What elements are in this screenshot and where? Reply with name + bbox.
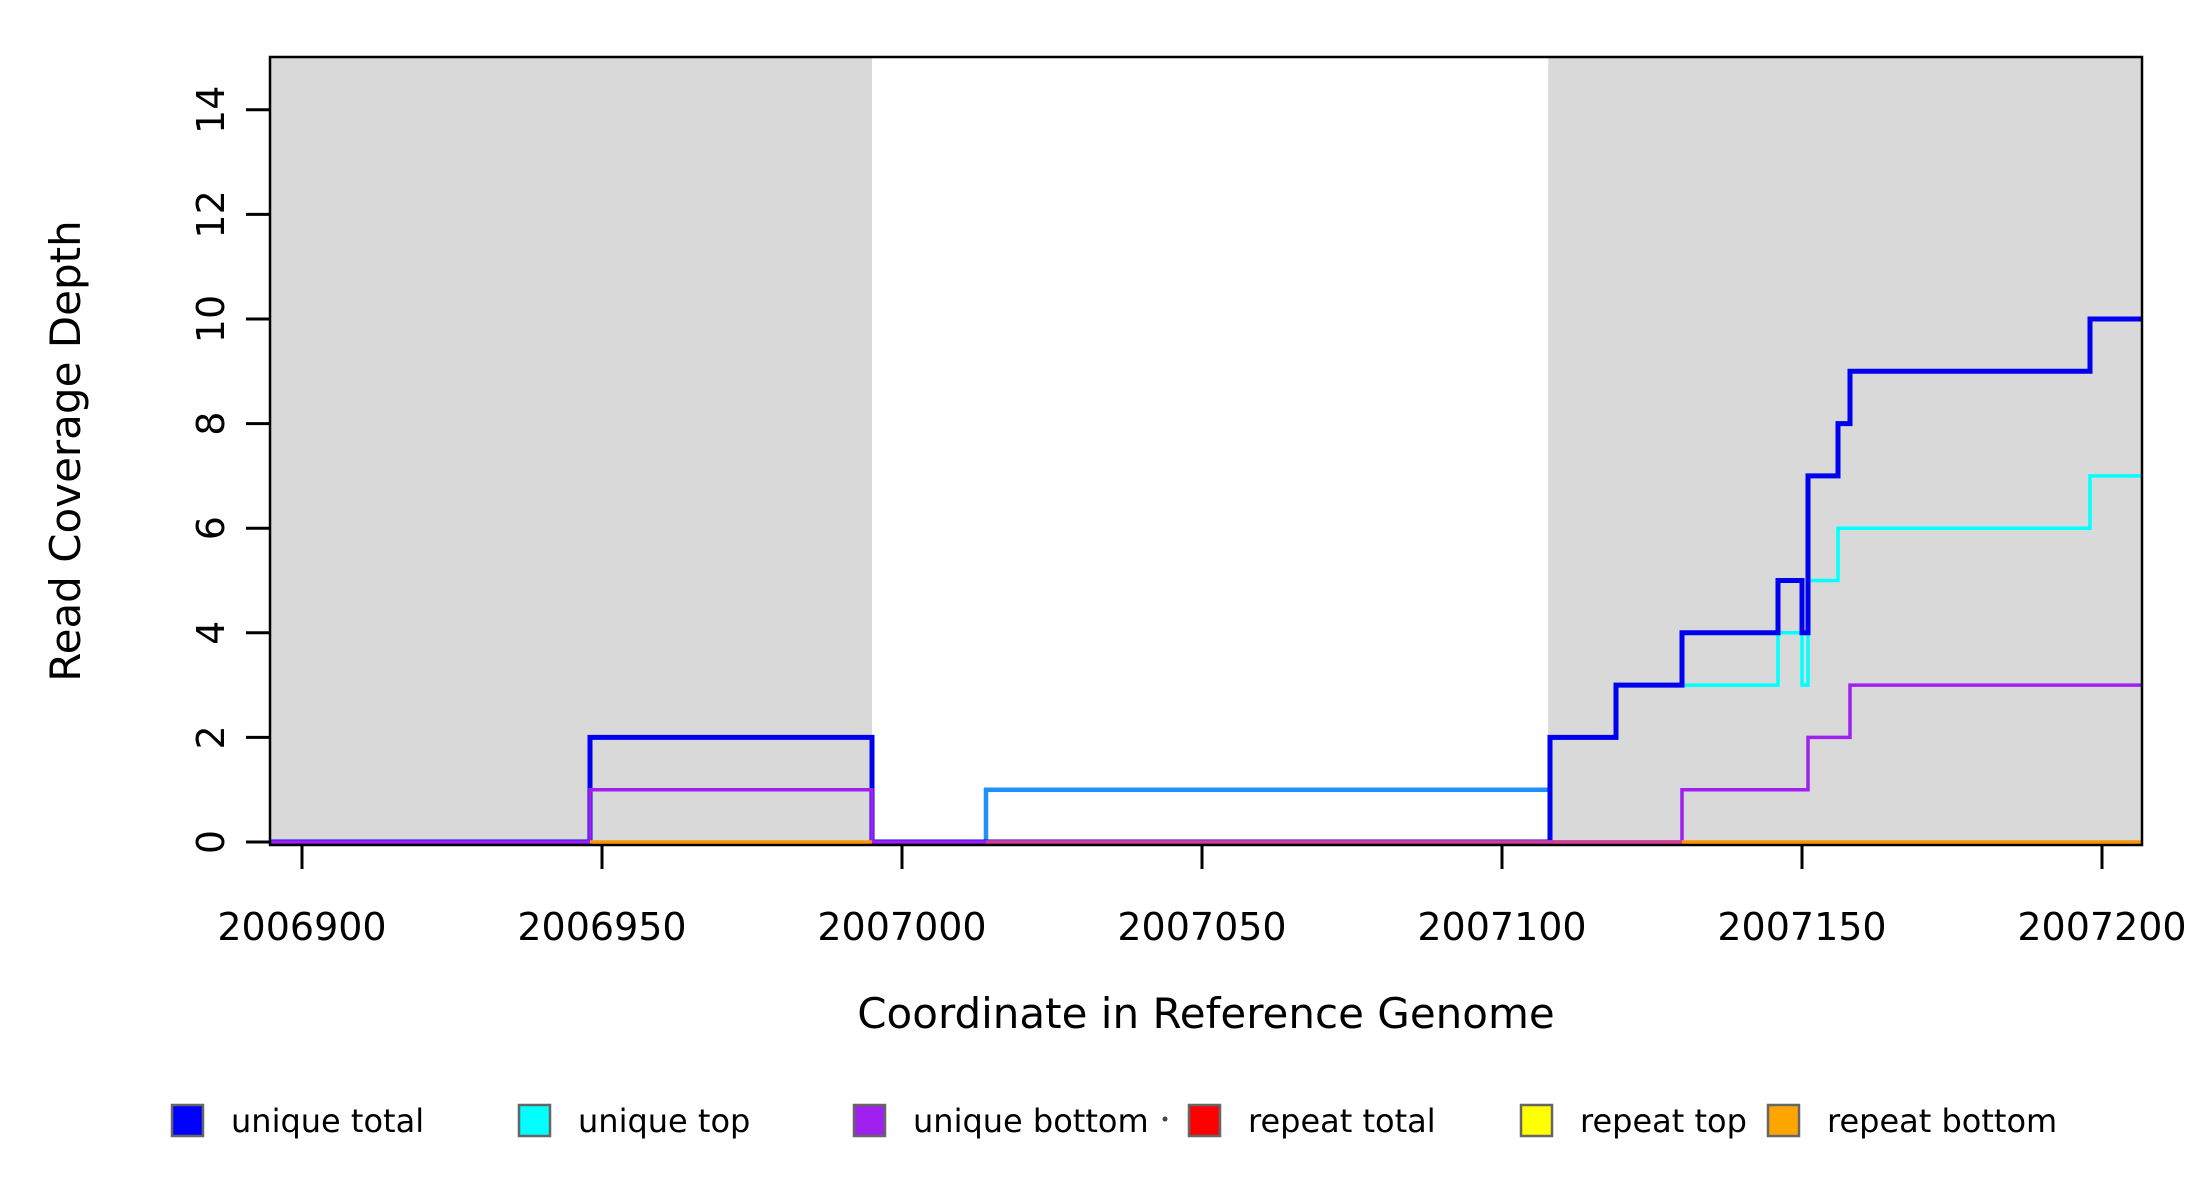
- y-axis-title: Read Coverage Depth: [41, 220, 90, 681]
- y-tick-label: 0: [189, 830, 233, 854]
- legend-item-repeat-bottom: repeat bottom: [1766, 1102, 2057, 1140]
- legend-swatch-repeat-bottom: [1766, 1103, 1801, 1138]
- y-tick-label: 12: [189, 190, 233, 238]
- y-tick-label: 8: [189, 412, 233, 436]
- x-tick-label: 2007150: [1717, 905, 1886, 949]
- legend-label: repeat top: [1580, 1102, 1747, 1140]
- x-tick-label: 2006950: [517, 905, 686, 949]
- stray-dot: [1162, 1116, 1168, 1122]
- x-tick-label: 2007200: [2017, 905, 2186, 949]
- legend: unique total unique top unique bottom repea…: [170, 1102, 2057, 1140]
- coverage-series-lines: [270, 316, 2142, 845]
- y-tick-label: 2: [189, 725, 233, 749]
- legend-item-unique-bottom: unique bottom: [852, 1102, 1149, 1140]
- legend-item-unique-total: unique total: [170, 1102, 424, 1140]
- left-gray-band: [270, 57, 872, 845]
- legend-item-unique-top: unique top: [517, 1102, 750, 1140]
- axes: [268, 55, 2144, 847]
- legend-swatch-unique-top: [517, 1103, 552, 1138]
- axis-ticks-and-labels: 2006900 2006950 2007000 2007050 2007100 20071…: [189, 86, 2187, 1122]
- plot-border-box: [268, 55, 2144, 847]
- legend-item-repeat-top: repeat top: [1519, 1102, 1747, 1140]
- y-tick-label: 14: [189, 86, 233, 134]
- legend-label: unique total: [231, 1102, 424, 1140]
- y-tick-label: 4: [189, 621, 233, 645]
- right-gray-band: [1548, 57, 2142, 845]
- x-tick-label: 2006900: [217, 905, 386, 949]
- x-tick-label: 2007000: [817, 905, 986, 949]
- y-tick-label: 10: [189, 295, 233, 343]
- legend-swatch-repeat-total: [1187, 1103, 1222, 1138]
- legend-swatch-unique-bottom: [852, 1103, 887, 1138]
- shaded-regions: [270, 57, 2142, 845]
- legend-item-repeat-total: repeat total: [1187, 1102, 1436, 1140]
- x-tick-label: 2007100: [1417, 905, 1586, 949]
- legend-label: repeat total: [1248, 1102, 1436, 1140]
- legend-swatch-unique-total: [170, 1103, 205, 1138]
- legend-swatch-repeat-top: [1519, 1103, 1554, 1138]
- legend-label: repeat bottom: [1827, 1102, 2057, 1140]
- x-axis-title: Coordinate in Reference Genome: [857, 989, 1555, 1038]
- series-line-unique-bottom: [270, 683, 2142, 844]
- legend-label: unique top: [578, 1102, 750, 1140]
- x-tick-label: 2007050: [1117, 905, 1286, 949]
- y-tick-label: 6: [189, 516, 233, 540]
- legend-label: unique bottom: [913, 1102, 1149, 1140]
